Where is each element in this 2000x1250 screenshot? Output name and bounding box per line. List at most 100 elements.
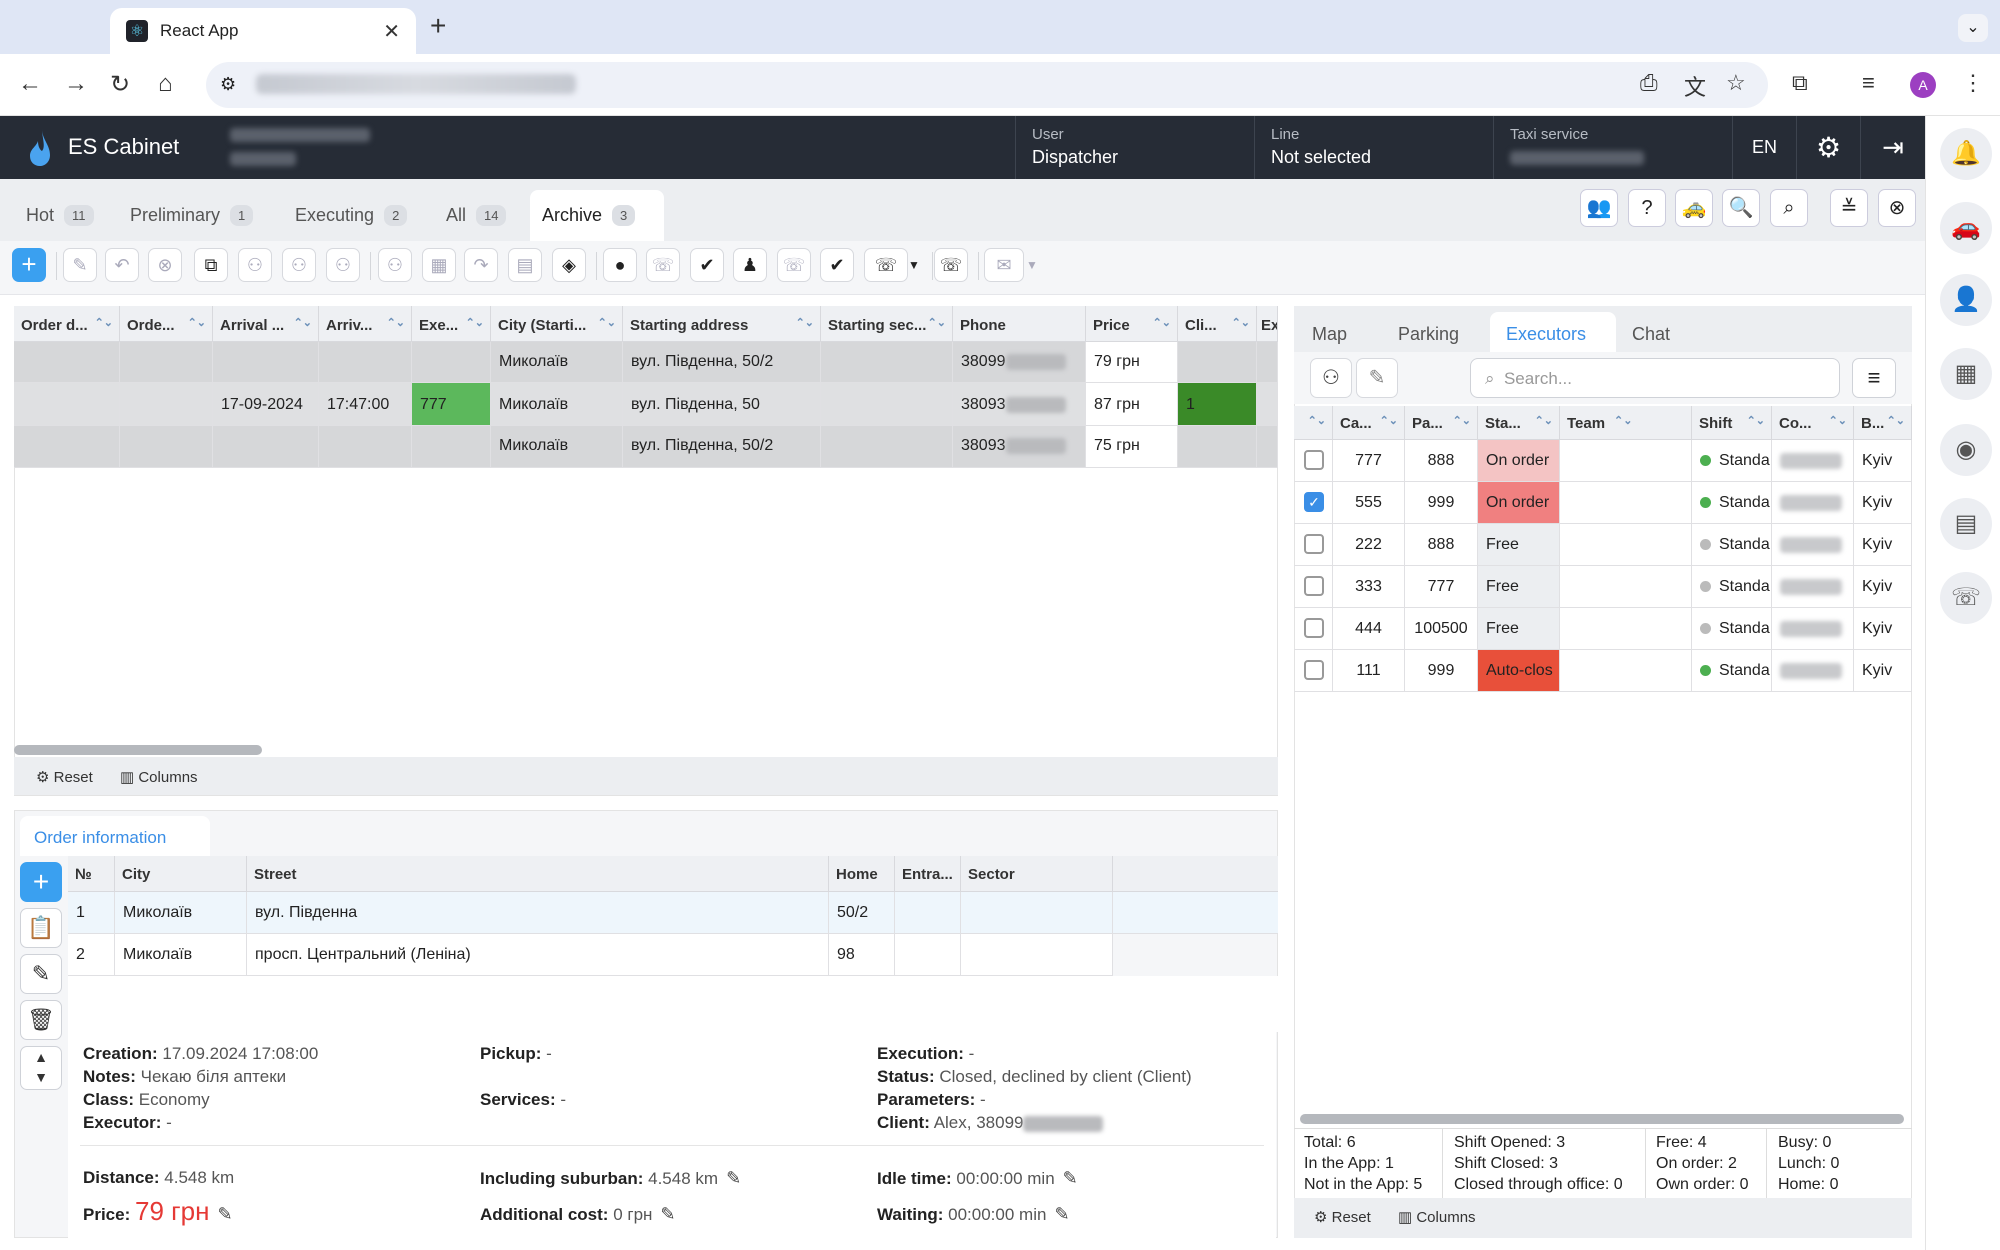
undo-icon[interactable]: ↶ — [105, 248, 139, 282]
list-item[interactable]: ✓ — [1294, 482, 1333, 524]
row-checkbox[interactable] — [1304, 576, 1324, 596]
logout-icon[interactable]: ⇥ — [1860, 116, 1925, 179]
edit-waiting-pencil-icon[interactable]: ✎ — [1054, 1204, 1070, 1224]
delete-trash-icon[interactable]: 🗑 — [20, 1000, 62, 1040]
install-app-icon[interactable]: ⎙ — [1640, 70, 1658, 95]
translate-icon[interactable]: 文 — [1684, 75, 1707, 100]
sort-icon[interactable]: ⌃⌄ — [465, 317, 484, 329]
sort-icon[interactable]: ⌃⌄ — [1614, 415, 1633, 427]
forward-icon[interactable]: → — [64, 70, 88, 97]
map-icon[interactable]: ▦ — [1940, 348, 1992, 400]
driver-badge-icon[interactable]: ♟ — [733, 248, 767, 282]
executor-search-input[interactable]: ⌕ Search... — [1470, 358, 1840, 398]
taxi-service-section[interactable]: Taxi service — [1493, 116, 1732, 179]
client-card-icon[interactable]: 👥 — [1580, 189, 1618, 227]
phone-calls-icon[interactable]: ☏ — [1940, 572, 1992, 624]
table-icon[interactable]: ▤ — [508, 248, 542, 282]
tab-executing[interactable]: Executing 2 — [283, 190, 419, 241]
tab-search-chevron-icon[interactable]: ⌄ — [1958, 14, 1988, 42]
list-item[interactable]: 1 — [68, 892, 115, 934]
tab-hot[interactable]: Hot 11 — [14, 190, 106, 241]
col-company[interactable]: Co... ⌃⌄ — [1772, 406, 1854, 440]
home-icon[interactable]: ⌂ — [158, 70, 173, 97]
col-order[interactable]: Orde... ⌃⌄ — [120, 306, 213, 342]
cancel-car-icon[interactable]: ⊗ — [1878, 189, 1916, 227]
color-fill-icon[interactable]: ◈ — [552, 248, 586, 282]
clear-filter-icon[interactable]: ≚ — [1830, 189, 1868, 227]
call-forward-icon[interactable]: ☏ — [777, 248, 811, 282]
edit-suburban-pencil-icon[interactable]: ✎ — [726, 1168, 742, 1188]
driver-accept-icon[interactable]: ✔ — [690, 248, 724, 282]
list-item[interactable] — [1294, 650, 1333, 692]
bookmark-star-icon[interactable]: ☆ — [1726, 70, 1746, 95]
chat-icon[interactable]: ▤ — [1940, 498, 1992, 550]
notifications-bell-icon[interactable]: 🔔 — [1940, 128, 1992, 180]
sort-icon[interactable]: ⌃⌄ — [187, 317, 206, 329]
call-options-icon[interactable]: ☏ — [864, 248, 908, 282]
add-order-button[interactable]: + — [12, 248, 46, 282]
columns-button[interactable]: ▥ Columns — [120, 768, 198, 786]
tab-executors[interactable]: Executors — [1490, 312, 1616, 352]
reload-icon[interactable]: ↻ — [110, 71, 131, 98]
line-section[interactable]: Line Not selected — [1254, 116, 1493, 179]
clipboard-icon[interactable]: 📋 — [20, 908, 62, 948]
edit-addcost-pencil-icon[interactable]: ✎ — [660, 1204, 676, 1224]
tab-order-information[interactable]: Order information — [20, 816, 210, 856]
table-row[interactable] — [14, 383, 120, 426]
col-shift[interactable]: Shift ⌃⌄ — [1692, 406, 1772, 440]
row-checkbox[interactable] — [1304, 660, 1324, 680]
assign-driver-icon[interactable]: ⚇ — [238, 248, 272, 282]
sort-icon[interactable]: ⌃⌄ — [927, 317, 946, 329]
list-item[interactable] — [1294, 524, 1333, 566]
col-team[interactable]: Team ⌃⌄ — [1560, 406, 1692, 440]
language-switch[interactable]: EN — [1732, 116, 1796, 179]
reset-button[interactable]: ⚙ Reset — [36, 768, 93, 786]
sort-icon[interactable]: ⌃⌄ — [1828, 415, 1847, 427]
col-ex[interactable]: Ex — [1257, 306, 1278, 342]
profile-avatar[interactable]: A — [1910, 72, 1936, 98]
sort-icon[interactable]: ⌃⌄ — [597, 317, 616, 329]
col-starting-address[interactable]: Starting address ⌃⌄ — [623, 306, 821, 342]
settings-gear-icon[interactable]: ⚙ — [1796, 116, 1860, 179]
add-point-button[interactable]: + — [20, 862, 62, 902]
new-tab-button[interactable]: + — [430, 10, 447, 41]
sort-icon[interactable]: ⌃⌄ — [1231, 317, 1250, 329]
table-row[interactable] — [14, 426, 120, 468]
col-arrival-time[interactable]: Arriv... ⌃⌄ — [319, 306, 412, 342]
driver-arrived-icon[interactable]: ⚇ — [378, 248, 412, 282]
extensions-icon[interactable]: ⧉ — [1792, 70, 1808, 95]
row-checkbox[interactable] — [1304, 534, 1324, 554]
list-item[interactable] — [1294, 566, 1333, 608]
edit-price-pencil-icon[interactable]: ✎ — [217, 1204, 233, 1224]
chevron-down-icon[interactable]: ▼ — [1026, 258, 1038, 272]
col-client[interactable]: Cli... ⌃⌄ — [1178, 306, 1257, 342]
col-executor[interactable]: Exe... ⌃⌄ — [412, 306, 491, 342]
copy-order-icon[interactable]: ⧉ — [194, 248, 228, 282]
sort-icon[interactable]: ⌃⌄ — [1152, 317, 1171, 329]
tab-preliminary[interactable]: Preliminary 1 — [118, 190, 265, 241]
tab-parking[interactable]: Parking — [1398, 324, 1460, 344]
client-question-icon[interactable]: ? — [1628, 189, 1666, 227]
sort-icon[interactable]: ⌃⌄ — [1452, 415, 1471, 427]
col-select[interactable]: ⌃⌄ — [1294, 406, 1333, 440]
order-search-icon[interactable]: ⌕ — [1770, 189, 1808, 227]
col-order-date[interactable]: Order d... ⌃⌄ — [14, 306, 120, 342]
driver-confirm-icon[interactable]: ✔ — [820, 248, 854, 282]
find-driver-icon[interactable]: 🔍 — [1722, 189, 1760, 227]
list-item[interactable] — [1294, 608, 1333, 650]
taxi-queue-icon[interactable]: 🚕 — [1675, 189, 1713, 227]
col-base[interactable]: B... ⌃⌄ — [1854, 406, 1912, 440]
sort-icon[interactable]: ⌃⌄ — [1886, 415, 1905, 427]
media-control-icon[interactable]: ≡ — [1862, 70, 1875, 95]
sort-icon[interactable]: ⌃⌄ — [386, 317, 405, 329]
col-arrival-date[interactable]: Arrival ... ⌃⌄ — [213, 306, 319, 342]
col-pass[interactable]: Pa... ⌃⌄ — [1405, 406, 1478, 440]
table-row[interactable] — [14, 342, 120, 383]
col-car[interactable]: Ca... ⌃⌄ — [1333, 406, 1405, 440]
cancel-order-icon[interactable]: ⊗ — [148, 248, 182, 282]
browser-tab[interactable]: ⚛ React App ✕ — [110, 8, 416, 54]
sort-icon[interactable]: ⌃⌄ — [94, 317, 113, 329]
phone-call-icon[interactable]: ☏ — [934, 248, 968, 282]
list-item[interactable] — [1294, 440, 1333, 482]
row-checkbox[interactable] — [1304, 450, 1324, 470]
